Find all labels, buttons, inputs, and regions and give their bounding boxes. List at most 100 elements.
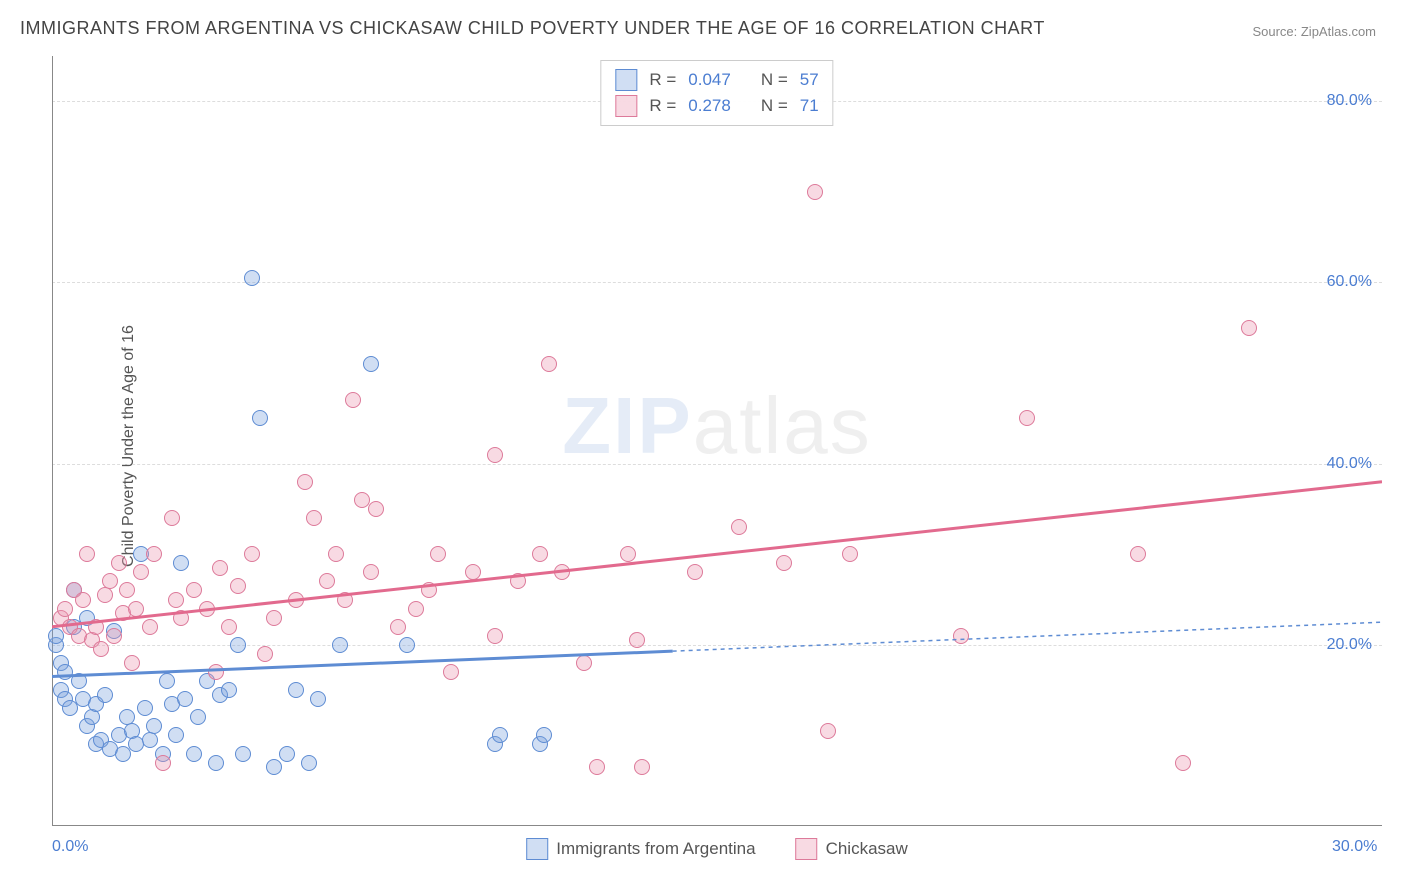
data-point — [620, 546, 636, 562]
data-point — [186, 582, 202, 598]
data-point — [97, 687, 113, 703]
source-label: Source: ZipAtlas.com — [1252, 24, 1376, 39]
data-point — [487, 628, 503, 644]
data-point — [465, 564, 481, 580]
data-point — [1241, 320, 1257, 336]
data-point — [88, 619, 104, 635]
data-point — [124, 655, 140, 671]
data-point — [554, 564, 570, 580]
data-point — [75, 592, 91, 608]
data-point — [345, 392, 361, 408]
data-point — [208, 664, 224, 680]
data-point — [93, 641, 109, 657]
data-point — [306, 510, 322, 526]
data-point — [190, 709, 206, 725]
data-point — [820, 723, 836, 739]
data-point — [510, 573, 526, 589]
data-point — [266, 610, 282, 626]
data-point — [363, 564, 379, 580]
legend-label-a: Immigrants from Argentina — [556, 839, 755, 859]
legend-label-b: Chickasaw — [826, 839, 908, 859]
data-point — [221, 682, 237, 698]
data-point — [589, 759, 605, 775]
x-tick-label: 0.0% — [52, 838, 88, 856]
data-point — [399, 637, 415, 653]
stats-row-b: R = 0.278 N = 71 — [615, 93, 818, 119]
data-point — [257, 646, 273, 662]
data-point — [807, 184, 823, 200]
data-point — [142, 732, 158, 748]
data-point — [953, 628, 969, 644]
correlation-stats-box: R = 0.047 N = 57 R = 0.278 N = 71 — [600, 60, 833, 126]
data-point — [164, 510, 180, 526]
data-point — [173, 555, 189, 571]
data-point — [532, 546, 548, 562]
data-point — [208, 755, 224, 771]
swatch-b — [615, 95, 637, 117]
r-label-b: R = — [649, 96, 676, 116]
r-value-b: 0.278 — [688, 96, 731, 116]
data-point — [212, 560, 228, 576]
legend-swatch-b — [796, 838, 818, 860]
data-point — [97, 587, 113, 603]
data-point — [363, 356, 379, 372]
watermark-zip: ZIP — [562, 381, 692, 470]
data-point — [536, 727, 552, 743]
x-axis-line — [52, 825, 1382, 826]
data-point — [159, 673, 175, 689]
data-point — [84, 709, 100, 725]
scatter-plot: ZIPatlas 20.0%40.0%60.0%80.0% R = 0.047 … — [52, 56, 1382, 826]
data-point — [430, 546, 446, 562]
data-point — [244, 546, 260, 562]
n-label-b: N = — [761, 96, 788, 116]
data-point — [301, 755, 317, 771]
chart-title: IMMIGRANTS FROM ARGENTINA VS CHICKASAW C… — [20, 18, 1045, 39]
y-tick-label: 80.0% — [1327, 92, 1372, 110]
r-value-a: 0.047 — [688, 70, 731, 90]
data-point — [155, 755, 171, 771]
data-point — [731, 519, 747, 535]
data-point — [1175, 755, 1191, 771]
data-point — [487, 447, 503, 463]
stats-row-a: R = 0.047 N = 57 — [615, 67, 818, 93]
data-point — [102, 573, 118, 589]
data-point — [79, 546, 95, 562]
data-point — [106, 628, 122, 644]
watermark: ZIPatlas — [562, 380, 871, 472]
n-value-a: 57 — [800, 70, 819, 90]
data-point — [368, 501, 384, 517]
y-tick-label: 40.0% — [1327, 455, 1372, 473]
data-point — [492, 727, 508, 743]
data-point — [319, 573, 335, 589]
n-value-b: 71 — [800, 96, 819, 116]
data-point — [168, 727, 184, 743]
data-point — [137, 700, 153, 716]
data-point — [199, 601, 215, 617]
data-point — [128, 601, 144, 617]
data-point — [629, 632, 645, 648]
data-point — [142, 619, 158, 635]
legend-swatch-a — [526, 838, 548, 860]
watermark-atlas: atlas — [693, 381, 872, 470]
data-point — [1019, 410, 1035, 426]
x-tick-label: 30.0% — [1332, 838, 1377, 856]
data-point — [71, 673, 87, 689]
data-point — [842, 546, 858, 562]
data-point — [235, 746, 251, 762]
trend-lines — [52, 56, 1382, 826]
legend-item-b: Chickasaw — [796, 838, 908, 860]
data-point — [776, 555, 792, 571]
data-point — [119, 582, 135, 598]
data-point — [541, 356, 557, 372]
data-point — [332, 637, 348, 653]
data-point — [230, 578, 246, 594]
data-point — [133, 564, 149, 580]
data-point — [146, 718, 162, 734]
data-point — [168, 592, 184, 608]
data-point — [687, 564, 703, 580]
data-point — [230, 637, 246, 653]
data-point — [146, 546, 162, 562]
data-point — [173, 610, 189, 626]
data-point — [252, 410, 268, 426]
data-point — [328, 546, 344, 562]
